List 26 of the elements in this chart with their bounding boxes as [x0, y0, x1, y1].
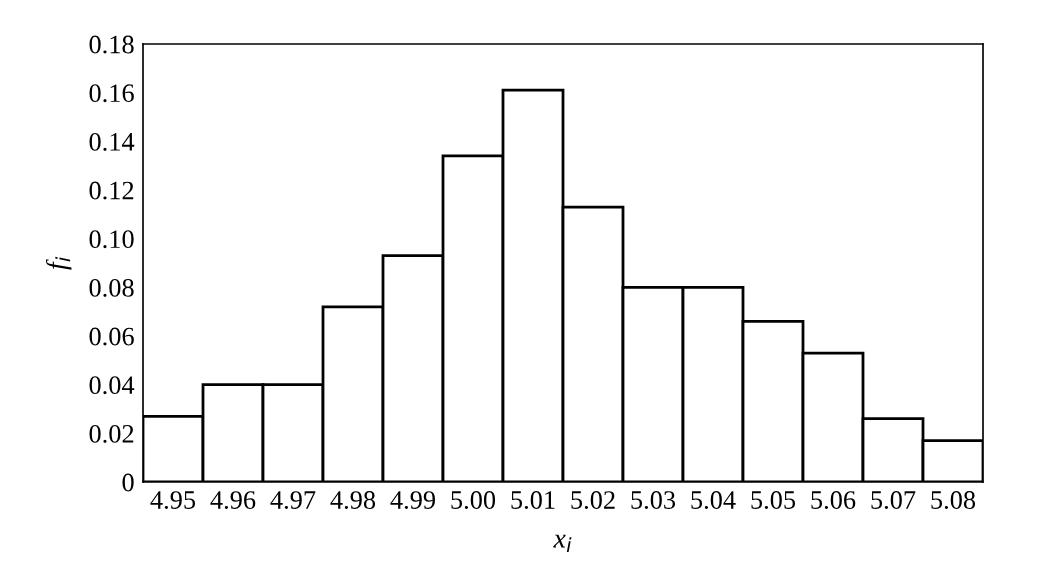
x-tick-label: 5.07 — [871, 491, 916, 510]
y-tick-label: 0 — [122, 473, 134, 492]
x-tick-label: 5.06 — [811, 491, 856, 510]
y-tick-label: 0.04 — [89, 376, 135, 395]
x-tick-label: 4.98 — [330, 491, 376, 510]
x-tick-label: 4.97 — [270, 491, 316, 510]
y-tick-label: 0.06 — [89, 327, 134, 346]
y-axis-title: f$_{i}$ — [45, 256, 72, 270]
x-tick-label: 4.96 — [210, 491, 256, 510]
x-tick-label: 5.05 — [751, 491, 796, 510]
y-tick-label: 0.14 — [89, 132, 135, 151]
x-tick-label: 5.08 — [931, 491, 976, 510]
y-tick-label: 0.18 — [89, 35, 134, 54]
x-axis-title: x$_{i}$ — [553, 534, 572, 552]
y-tick-label: 0.02 — [89, 424, 134, 443]
x-tick-label: 5.01 — [511, 491, 555, 510]
x-tick-label: 5.04 — [691, 491, 736, 510]
x-tick-label: 5.02 — [571, 491, 615, 510]
y-tick-label: 0.12 — [89, 181, 134, 200]
x-tick-label: 5.00 — [451, 491, 496, 510]
x-tick-label: 4.99 — [390, 491, 436, 510]
y-tick-label: 0.16 — [89, 84, 134, 103]
y-tick-label: 0.10 — [89, 230, 134, 249]
y-tick-label: 0.08 — [89, 278, 134, 297]
x-tick-label: 5.03 — [631, 491, 676, 510]
x-tick-label: 4.95 — [150, 491, 196, 510]
